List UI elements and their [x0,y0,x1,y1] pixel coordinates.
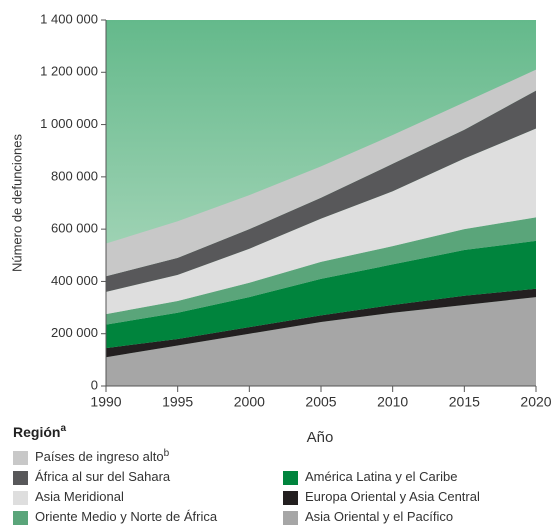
x-tick-label: 2020 [520,394,551,410]
area [106,297,536,386]
legend-marker: b [164,448,170,459]
area [106,240,536,349]
legend-title: Regióna [13,423,66,440]
legend-label: Asia Meridional [35,489,124,504]
legend-label: Europa Oriental y Asia Central [305,489,480,504]
y-tick-label: 600 000 [51,221,98,236]
legend-label: Oriente Medio y Norte de África [35,509,218,524]
legend-swatch [283,511,298,525]
legend-swatch [283,491,298,505]
legend-label: Asia Oriental y el Pacífico [305,509,453,524]
legend-name: Países de ingreso alto [35,449,164,464]
y-tick-label: 0 [91,377,98,392]
y-tick-label: 1 200 000 [40,64,98,79]
area [106,128,536,315]
x-tick-label: 2010 [377,394,408,410]
legend-swatch [13,491,28,505]
x-tick-label: 1990 [90,394,121,410]
legend-label: Países de ingreso altob [35,448,170,465]
legend-swatch [283,471,298,485]
area [106,90,536,292]
x-tick-label: 1995 [162,394,193,410]
y-tick-label: 1 000 000 [40,116,98,131]
y-tick-label: 1 400 000 [40,11,98,26]
x-axis-label: Año [307,429,334,446]
y-tick-label: 400 000 [51,273,98,288]
legend-name: Oriente Medio y Norte de África [35,509,218,524]
legend-name: América Latina y el Caribe [305,469,457,484]
legend-name: Asia Meridional [35,489,124,504]
y-axis-label: Número de defunciones [9,133,24,272]
legend-name: Europa Oriental y Asia Central [305,489,480,504]
legend-swatch [13,471,28,485]
x-tick-label: 2015 [449,394,480,410]
legend-label: África al sur del Sahara [35,469,171,484]
area [106,217,536,325]
x-tick-label: 2000 [234,394,265,410]
area [106,69,536,277]
legend-name: Asia Oriental y el Pacífico [305,509,453,524]
legend-swatch [13,451,28,465]
area [106,288,536,358]
legend-swatch [13,511,28,525]
x-tick-label: 2005 [305,394,336,410]
y-tick-label: 800 000 [51,168,98,183]
y-tick-label: 200 000 [51,325,98,340]
legend-label: América Latina y el Caribe [305,469,457,484]
legend-name: África al sur del Sahara [35,469,171,484]
